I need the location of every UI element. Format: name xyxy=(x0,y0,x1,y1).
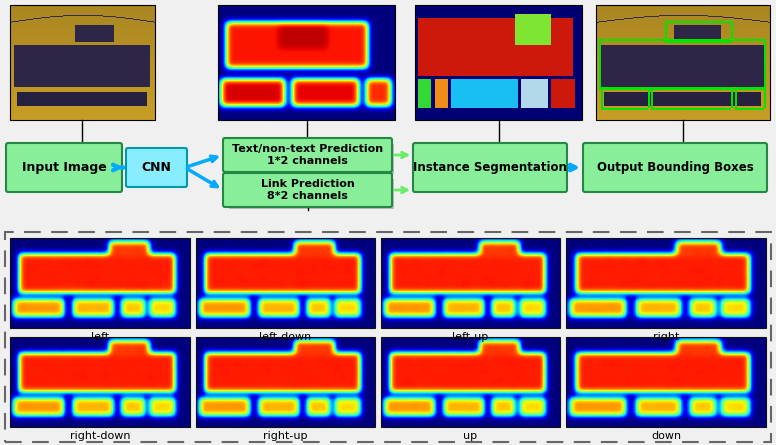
Bar xyxy=(415,5,582,120)
Text: CNN: CNN xyxy=(141,161,171,174)
Text: Text/non-text Prediction
1*2 channels: Text/non-text Prediction 1*2 channels xyxy=(232,144,383,166)
FancyBboxPatch shape xyxy=(583,143,767,192)
Text: Instance Segmentation: Instance Segmentation xyxy=(413,161,567,174)
Text: right-down: right-down xyxy=(70,431,130,441)
Text: Output Bounding Boxes: Output Bounding Boxes xyxy=(597,161,753,174)
FancyBboxPatch shape xyxy=(126,148,187,187)
Text: down: down xyxy=(651,431,681,441)
Bar xyxy=(10,5,155,120)
FancyBboxPatch shape xyxy=(229,179,394,209)
FancyBboxPatch shape xyxy=(223,138,392,172)
Bar xyxy=(5,232,771,442)
Bar xyxy=(596,5,770,120)
Text: left-up: left-up xyxy=(452,332,489,342)
Text: left: left xyxy=(91,332,109,342)
Bar xyxy=(10,238,190,328)
Text: left-down: left-down xyxy=(259,332,312,342)
FancyBboxPatch shape xyxy=(229,144,394,174)
Bar xyxy=(196,337,375,427)
Bar xyxy=(381,238,560,328)
Text: up: up xyxy=(463,431,477,441)
Bar xyxy=(196,238,375,328)
FancyBboxPatch shape xyxy=(6,143,122,192)
FancyBboxPatch shape xyxy=(413,143,567,192)
Text: right-up: right-up xyxy=(263,431,308,441)
FancyBboxPatch shape xyxy=(223,173,392,207)
Text: right: right xyxy=(653,332,679,342)
Bar xyxy=(10,337,190,427)
Bar xyxy=(381,337,560,427)
Text: Input Image: Input Image xyxy=(22,161,106,174)
Bar xyxy=(566,238,766,328)
Bar xyxy=(218,5,395,120)
Text: Link Prediction
8*2 channels: Link Prediction 8*2 channels xyxy=(261,179,355,201)
Bar xyxy=(566,337,766,427)
